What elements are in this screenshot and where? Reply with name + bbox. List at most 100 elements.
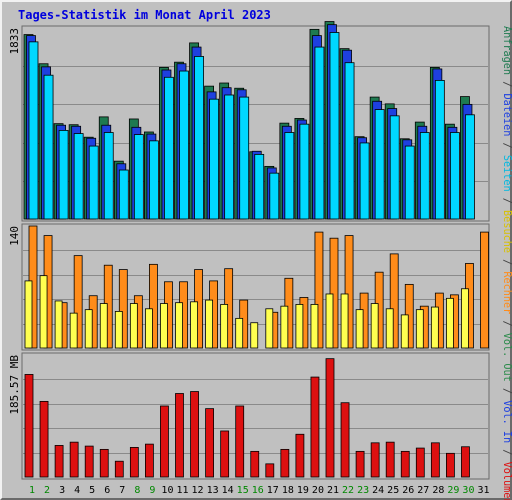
legend--: / — [501, 314, 512, 332]
bar-besuche-day-21 — [325, 293, 334, 349]
xlabel-day-14: 14 — [222, 485, 234, 496]
bar-seiten-day-8 — [133, 134, 144, 220]
legend-besuche: Besuche — [501, 210, 512, 253]
xlabel-day-16: 16 — [252, 485, 264, 496]
legend-dateien: Dateien — [501, 93, 512, 136]
bar-volumen-day-27 — [415, 447, 425, 478]
bar-volumen-day-8 — [129, 447, 139, 478]
xlabel-day-5: 5 — [89, 485, 95, 496]
xlabel-day-25: 25 — [387, 485, 399, 496]
xlabel-day-29: 29 — [447, 485, 459, 496]
bar-volumen-day-5 — [84, 445, 94, 478]
bar-seiten-day-7 — [118, 169, 129, 220]
bar-seiten-day-18 — [284, 132, 295, 220]
bar-seiten-day-15 — [239, 96, 250, 220]
legend--: / — [501, 192, 512, 210]
bar-volumen-day-17 — [265, 463, 275, 478]
xlabel-day-9: 9 — [149, 485, 155, 496]
xlabel-day-15: 15 — [237, 485, 249, 496]
bar-volumen-day-7 — [114, 460, 124, 478]
bar-rechner-day-20 — [314, 231, 324, 349]
bar-volumen-day-12 — [190, 391, 199, 478]
bar-besuche-day-17 — [265, 308, 274, 349]
panel-visits — [21, 223, 490, 351]
bar-rechner-day-9 — [148, 263, 158, 349]
legend-volumen: Volumen — [501, 462, 512, 500]
bar-volumen-day-22 — [340, 402, 350, 478]
legend--: / — [501, 253, 512, 271]
bar-volumen-day-1 — [24, 374, 34, 478]
bar-rechner-day-7 — [118, 269, 128, 349]
bar-seiten-day-29 — [449, 132, 460, 220]
bar-rechner-day-22 — [344, 235, 354, 349]
xlabel-day-17: 17 — [267, 485, 279, 496]
bar-besuche-day-5 — [84, 309, 93, 349]
bar-volumen-day-11 — [175, 393, 184, 478]
xlabel-day-26: 26 — [402, 485, 414, 496]
legend--: / — [501, 136, 512, 154]
bar-seiten-day-19 — [299, 123, 310, 220]
bar-seiten-day-13 — [209, 98, 220, 220]
xlabel-day-22: 22 — [342, 485, 354, 496]
bar-besuche-day-10 — [160, 303, 168, 349]
xlabel-day-11: 11 — [176, 485, 188, 496]
bar-besuche-day-11 — [175, 302, 183, 349]
xlabel-day-27: 27 — [417, 485, 429, 496]
legend-rechner: Rechner — [501, 271, 512, 314]
bar-rechner-day-21 — [329, 237, 339, 349]
bar-volumen-day-28 — [430, 442, 440, 478]
bar-seiten-day-9 — [148, 140, 159, 220]
xlabel-day-21: 21 — [327, 485, 339, 496]
chart-title: Tages-Statistik im Monat April 2023 — [18, 8, 271, 22]
bar-seiten-day-30 — [465, 114, 475, 220]
bar-besuche-day-6 — [99, 303, 108, 349]
bar-volumen-day-19 — [295, 433, 305, 478]
bar-besuche-day-24 — [370, 303, 379, 349]
bar-volumen-day-15 — [235, 405, 245, 478]
ylabel-visits: 140 — [8, 226, 21, 246]
xlabel-day-20: 20 — [312, 485, 324, 496]
bar-seiten-day-5 — [88, 145, 99, 220]
bar-seiten-day-28 — [434, 80, 445, 220]
xlabel-day-4: 4 — [74, 485, 80, 496]
panel-volume — [21, 352, 490, 480]
bar-besuche-day-12 — [190, 301, 198, 349]
bar-besuche-day-26 — [400, 314, 409, 349]
xlabel-day-28: 28 — [432, 485, 444, 496]
bar-volumen-day-14 — [220, 430, 230, 478]
bar-seiten-day-10 — [164, 76, 174, 220]
bar-seiten-day-14 — [224, 94, 235, 220]
bar-rechner-day-4 — [73, 255, 83, 349]
xlabel-day-24: 24 — [372, 485, 384, 496]
bar-seiten-day-26 — [404, 145, 415, 220]
legend-anfragen: Anfragen — [501, 26, 512, 75]
bar-seiten-day-25 — [389, 115, 400, 220]
xlabel-day-31: 31 — [477, 485, 489, 496]
bar-volumen-day-18 — [280, 448, 290, 478]
ylabel-hits: 1833 — [8, 28, 21, 55]
bar-seiten-day-3 — [58, 130, 69, 220]
xlabel-day-13: 13 — [207, 485, 219, 496]
bar-besuche-day-30 — [461, 288, 469, 349]
bar-volumen-day-20 — [310, 376, 320, 478]
bar-rechner-day-31 — [480, 231, 489, 349]
bar-volumen-day-16 — [250, 450, 260, 478]
xlabel-day-2: 2 — [44, 485, 50, 496]
bar-seiten-day-11 — [179, 70, 189, 220]
bar-seiten-day-4 — [73, 133, 84, 220]
legend--: / — [501, 382, 512, 400]
bar-besuche-day-27 — [415, 309, 424, 349]
panel-hits — [21, 25, 490, 222]
bar-besuche-day-9 — [144, 308, 153, 349]
bar-seiten-day-16 — [254, 153, 265, 220]
legend--: / — [501, 75, 512, 93]
xlabel-day-23: 23 — [357, 485, 369, 496]
bar-rechner-day-25 — [389, 253, 399, 349]
xlabel-day-18: 18 — [282, 485, 294, 496]
bar-volumen-day-4 — [69, 441, 79, 478]
bar-volumen-day-13 — [205, 408, 215, 478]
bar-besuche-day-20 — [310, 304, 319, 349]
bar-besuche-day-8 — [129, 303, 138, 349]
bar-volumen-day-29 — [445, 452, 455, 478]
